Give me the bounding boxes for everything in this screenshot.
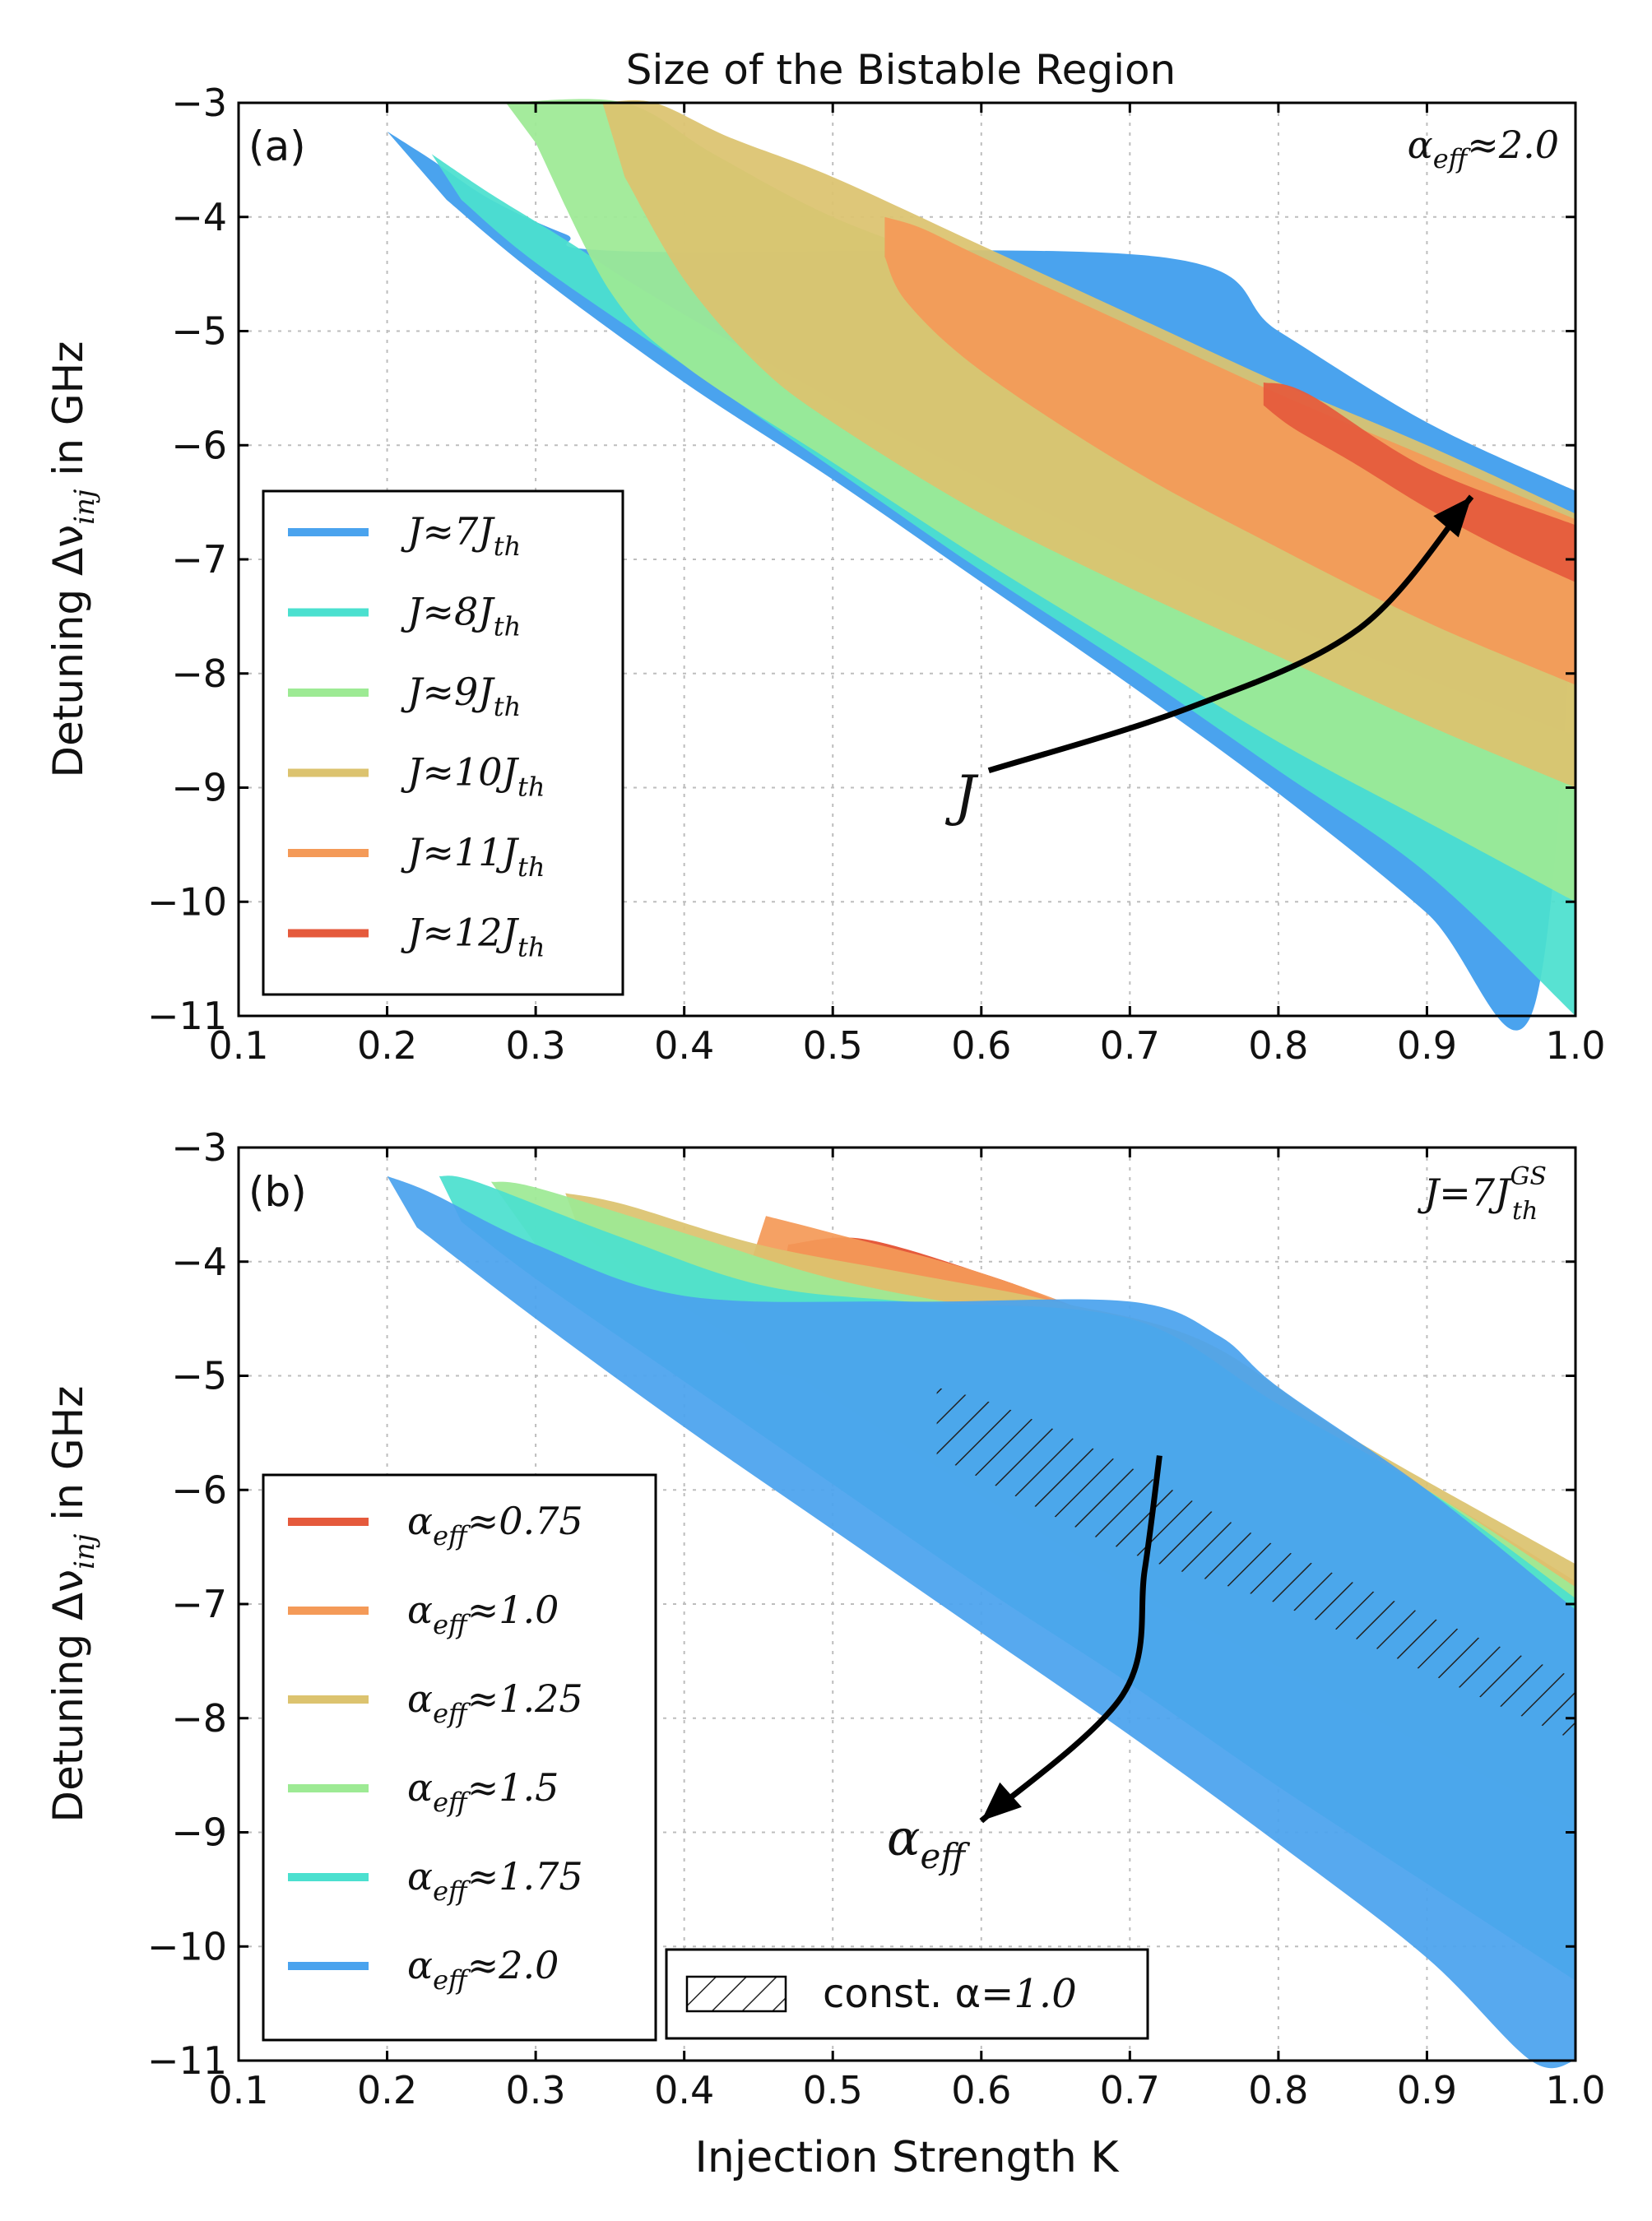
- panel-a: 0.1 0.2 0.3 0.4 0.5 0.6 0.7 0.8 0.9 1.0 −3 −4 −5 −6 −7…: [44, 81, 1606, 1068]
- arrow-head-b: [981, 1782, 1022, 1821]
- xtick-label: 0.1: [208, 1023, 268, 1068]
- panel-b-xlabel: Injection Strength K: [694, 2133, 1120, 2182]
- xtick-label: 0.5: [803, 1023, 863, 1068]
- panel-b-legend-items: αeff≈0.75 αeff≈1.0 αeff≈1.25 αeff≈1.5 αeff≈1…: [288, 1499, 583, 1996]
- panel-b-legend: αeff≈0.75 αeff≈1.0 αeff≈1.25 αeff≈1.5 αeff≈1…: [262, 1473, 657, 2042]
- legend-label: αeff≈1.0: [407, 1588, 559, 1640]
- ytick-label: −9: [171, 1811, 227, 1855]
- arrow-shaft-a: [987, 494, 1474, 774]
- ytick-label: −11: [147, 994, 227, 1038]
- legend-label: J≈10Jth: [401, 750, 545, 803]
- xtick-label: 0.7: [1100, 1023, 1160, 1068]
- panel-b-hatch-legend-box: [665, 1948, 1149, 2040]
- region-a-6: [1263, 382, 1575, 582]
- panel-b-hatched-region: [936, 1387, 1575, 1741]
- ytick-label: −11: [147, 2038, 227, 2083]
- legend-label: αeff≈1.25: [407, 1676, 583, 1729]
- panel-a-legend: J≈7Jth J≈8Jth J≈9Jth J≈10Jth J≈11Jth J≈12Jth: [262, 489, 624, 996]
- legend-label: J≈9Jth: [401, 670, 521, 722]
- arrow-head-a: [1433, 496, 1472, 538]
- ytick-label: −5: [171, 309, 227, 354]
- xtick-label: 0.6: [951, 1023, 1011, 1068]
- ytick-label: −3: [171, 81, 227, 125]
- panel-b-ticks: 0.1 0.2 0.3 0.4 0.5 0.6 0.7 0.8 0.9 1.0 −3 −4 −5 −6 −7…: [147, 1125, 1606, 2112]
- ytick-label: −4: [171, 1240, 227, 1284]
- region-a-4: [602, 100, 1575, 788]
- xtick-label: 0.7: [1100, 2068, 1160, 2112]
- xtick-label: 0.9: [1397, 2068, 1457, 2112]
- xtick-label: 0.4: [654, 2068, 714, 2112]
- xtick-label: 1.0: [1545, 2068, 1605, 2112]
- ytick-label: −6: [171, 1468, 227, 1512]
- ytick-label: −7: [171, 537, 227, 582]
- panel-a-label: (a): [248, 123, 306, 170]
- legend-label: J≈7Jth: [401, 509, 521, 562]
- ytick-label: −10: [147, 879, 227, 924]
- xtick-label: 0.2: [357, 2068, 417, 2112]
- xtick-label: 0.8: [1248, 2068, 1308, 2112]
- xtick-label: 0.8: [1248, 1023, 1308, 1068]
- panel-b-ylabel: Detuning Δνinj in GHz: [44, 1386, 101, 1823]
- panel-b: 0.1 0.2 0.3 0.4 0.5 0.6 0.7 0.8 0.9 1.0 −3 −4 −5 −6 −7…: [44, 1125, 1606, 2182]
- ytick-label: −6: [171, 423, 227, 467]
- panel-b-arrow-label: αeff: [887, 1810, 970, 1876]
- panel-a-arrow-label: J: [944, 764, 979, 828]
- ytick-label: −10: [147, 1924, 227, 1968]
- ytick-label: −9: [171, 766, 227, 810]
- panel-a-legend-items: J≈7Jth J≈8Jth J≈9Jth J≈10Jth J≈11Jth J≈12Jth: [288, 509, 545, 963]
- ytick-label: −5: [171, 1354, 227, 1398]
- panel-a-ylabel: Detuning Δνinj in GHz: [44, 341, 101, 778]
- panel-a-corner-annotation: αeff≈2.0: [1408, 123, 1559, 174]
- panel-b-corner-annotation: J=7JGS th: [1418, 1162, 1547, 1226]
- arrow-shaft-b: [979, 1455, 1162, 1824]
- legend-label: αeff≈1.5: [407, 1765, 559, 1818]
- xtick-label: 0.4: [654, 1023, 714, 1068]
- ytick-label: −4: [171, 195, 227, 239]
- ytick-label: −8: [171, 1696, 227, 1741]
- ytick-label: −7: [171, 1582, 227, 1626]
- panel-a-legend-box: [262, 489, 624, 996]
- ytick-label: −8: [171, 651, 227, 696]
- xtick-label: 0.1: [208, 2068, 268, 2112]
- region-a-5: [884, 216, 1575, 685]
- panel-a-areas: [387, 99, 1576, 1031]
- panel-b-hatch-legend-swatch: [685, 1975, 787, 2013]
- figure-title: Size of the Bistable Region: [626, 46, 1176, 94]
- panel-b-arrow: [979, 1455, 1162, 1824]
- region-b-6: [387, 1175, 1576, 2069]
- xtick-label: 1.0: [1545, 1023, 1605, 1068]
- legend-label: J≈11Jth: [401, 830, 545, 883]
- xtick-label: 0.2: [357, 1023, 417, 1068]
- xtick-label: 0.3: [506, 1023, 566, 1068]
- panel-b-hatch-legend: const. α=1.0: [665, 1948, 1149, 2040]
- xtick-label: 0.9: [1397, 1023, 1457, 1068]
- ytick-label: −3: [171, 1125, 227, 1170]
- xtick-label: 0.6: [951, 2068, 1011, 2112]
- legend-label: αeff≈2.0: [407, 1943, 559, 1996]
- panel-b-legend-box: [262, 1473, 657, 2042]
- legend-label: J≈12Jth: [401, 911, 545, 963]
- panel-a-arrow: [987, 494, 1474, 774]
- xtick-label: 0.3: [506, 2068, 566, 2112]
- xtick-label: 0.5: [803, 2068, 863, 2112]
- panel-b-label: (b): [248, 1168, 307, 1216]
- legend-label: αeff≈1.75: [407, 1854, 583, 1907]
- legend-label: αeff≈0.75: [407, 1499, 583, 1551]
- panel-a-ticks: 0.1 0.2 0.3 0.4 0.5 0.6 0.7 0.8 0.9 1.0 −3 −4 −5 −6 −7…: [147, 81, 1606, 1068]
- panel-b-hatch-legend-label: const. α=1.0: [823, 1971, 1077, 2017]
- legend-label: J≈8Jth: [401, 590, 521, 642]
